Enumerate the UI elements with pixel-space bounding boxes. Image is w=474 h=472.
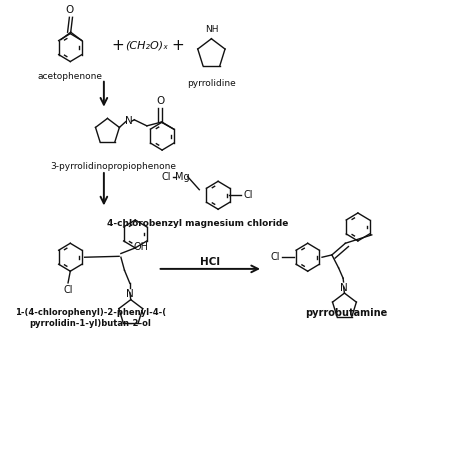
Text: 3-pyrrolidinopropiophenone: 3-pyrrolidinopropiophenone xyxy=(50,162,176,171)
Text: Cl: Cl xyxy=(271,252,280,262)
Text: Cl: Cl xyxy=(244,190,253,200)
Text: 4-chlorobenzyl magnesium chloride: 4-chlorobenzyl magnesium chloride xyxy=(107,219,289,228)
Text: NH: NH xyxy=(205,25,218,34)
Text: Mg: Mg xyxy=(175,172,190,182)
Text: +: + xyxy=(172,38,184,53)
Text: Cl: Cl xyxy=(64,285,73,295)
Text: N: N xyxy=(340,283,347,293)
Text: Cl: Cl xyxy=(162,172,171,182)
Text: HCl: HCl xyxy=(200,257,220,267)
Text: O: O xyxy=(66,6,74,16)
Text: O: O xyxy=(156,96,164,106)
Text: pyrrobutamine: pyrrobutamine xyxy=(305,309,387,319)
Text: pyrrolidine: pyrrolidine xyxy=(187,79,236,88)
Text: +: + xyxy=(111,38,124,53)
Text: N: N xyxy=(125,116,133,126)
Text: OH: OH xyxy=(134,242,148,252)
Text: (CH₂O)ₓ: (CH₂O)ₓ xyxy=(125,40,168,50)
Text: acetophenone: acetophenone xyxy=(38,72,103,81)
Text: N: N xyxy=(126,289,134,299)
Text: 1-(4-chlorophenyl)-2-phenyl-4-(
pyrrolidin-1-yl)butan-2-ol: 1-(4-chlorophenyl)-2-phenyl-4-( pyrrolid… xyxy=(15,309,166,328)
